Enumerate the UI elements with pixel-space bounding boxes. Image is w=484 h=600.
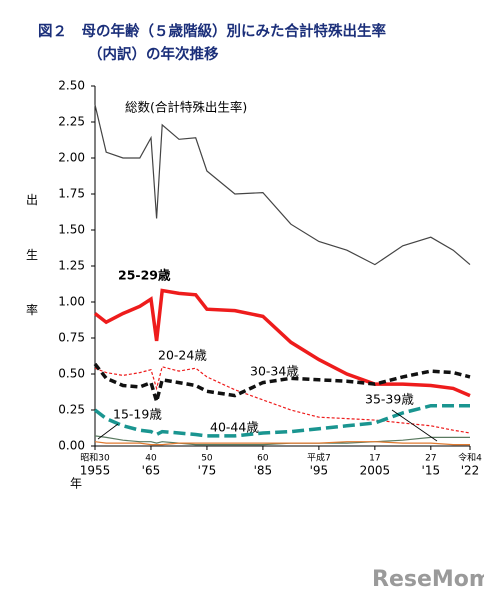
- pointer: [391, 409, 438, 442]
- chart-subtitle: （内訳）の年次推移: [88, 45, 219, 63]
- y-tick-label: 0.25: [58, 403, 85, 417]
- y-tick-label: 0.75: [58, 331, 85, 345]
- x-tick-label: 1955: [80, 464, 111, 478]
- x-era-label: 令和4: [458, 452, 482, 464]
- y-tick-label: 0.50: [58, 367, 85, 381]
- y-tick-label: 0.00: [58, 439, 85, 453]
- x-era-label: 17: [369, 454, 380, 464]
- x-era-label: 40: [145, 454, 157, 464]
- y-tick-label: 1.00: [58, 295, 85, 309]
- pointer: [97, 423, 119, 440]
- series-label: 20-24歳: [158, 348, 207, 363]
- x-era-label: 50: [201, 454, 213, 464]
- y-tick-label: 1.75: [58, 187, 85, 201]
- series-line: [94, 441, 470, 446]
- series-line: [93, 288, 471, 398]
- series-line: [94, 366, 471, 434]
- x-era-label: 昭和30: [80, 453, 110, 464]
- series-line: [93, 362, 471, 408]
- x-tick-label: '95: [310, 464, 329, 478]
- x-era-label: 27: [425, 454, 436, 464]
- y-tick-label: 2.50: [58, 79, 85, 93]
- x-tick-label: '15: [422, 464, 441, 478]
- series-label: 40-44歳: [210, 420, 259, 435]
- x-tick-label: 2005: [360, 464, 391, 478]
- y-tick-label: 2.25: [58, 115, 85, 129]
- y-tick-label: 2.00: [58, 151, 85, 165]
- x-era-label: 60: [257, 454, 269, 464]
- series-label: 15-19歳: [113, 407, 162, 422]
- x-axis-label: 年: [70, 477, 82, 491]
- x-tick-label: '22: [461, 464, 480, 478]
- x-tick-label: '65: [142, 464, 161, 478]
- y-axis-label: 出生率: [26, 193, 38, 317]
- series-line: [94, 104, 471, 266]
- y-tick-label: 1.25: [58, 259, 85, 273]
- chart-title: 図２ 母の年齢（５歳階級）別にみた合計特殊出生率: [38, 22, 386, 40]
- series-label: 25-29歳: [118, 268, 171, 283]
- y-label-char: 生: [26, 248, 38, 262]
- y-label-char: 率: [26, 302, 38, 317]
- watermark: ReseMom: [372, 567, 484, 592]
- series-label: 35-39歳: [365, 392, 414, 407]
- y-label-char: 出: [26, 193, 38, 207]
- series-label: 総数(合計特殊出生率): [125, 100, 247, 115]
- x-tick-label: '75: [198, 464, 217, 478]
- y-tick-label: 1.50: [58, 223, 85, 237]
- series-line: [94, 435, 470, 446]
- series-label: 30-34歳: [250, 364, 299, 379]
- x-era-label: 平成7: [307, 452, 331, 464]
- x-tick-label: '85: [254, 464, 273, 478]
